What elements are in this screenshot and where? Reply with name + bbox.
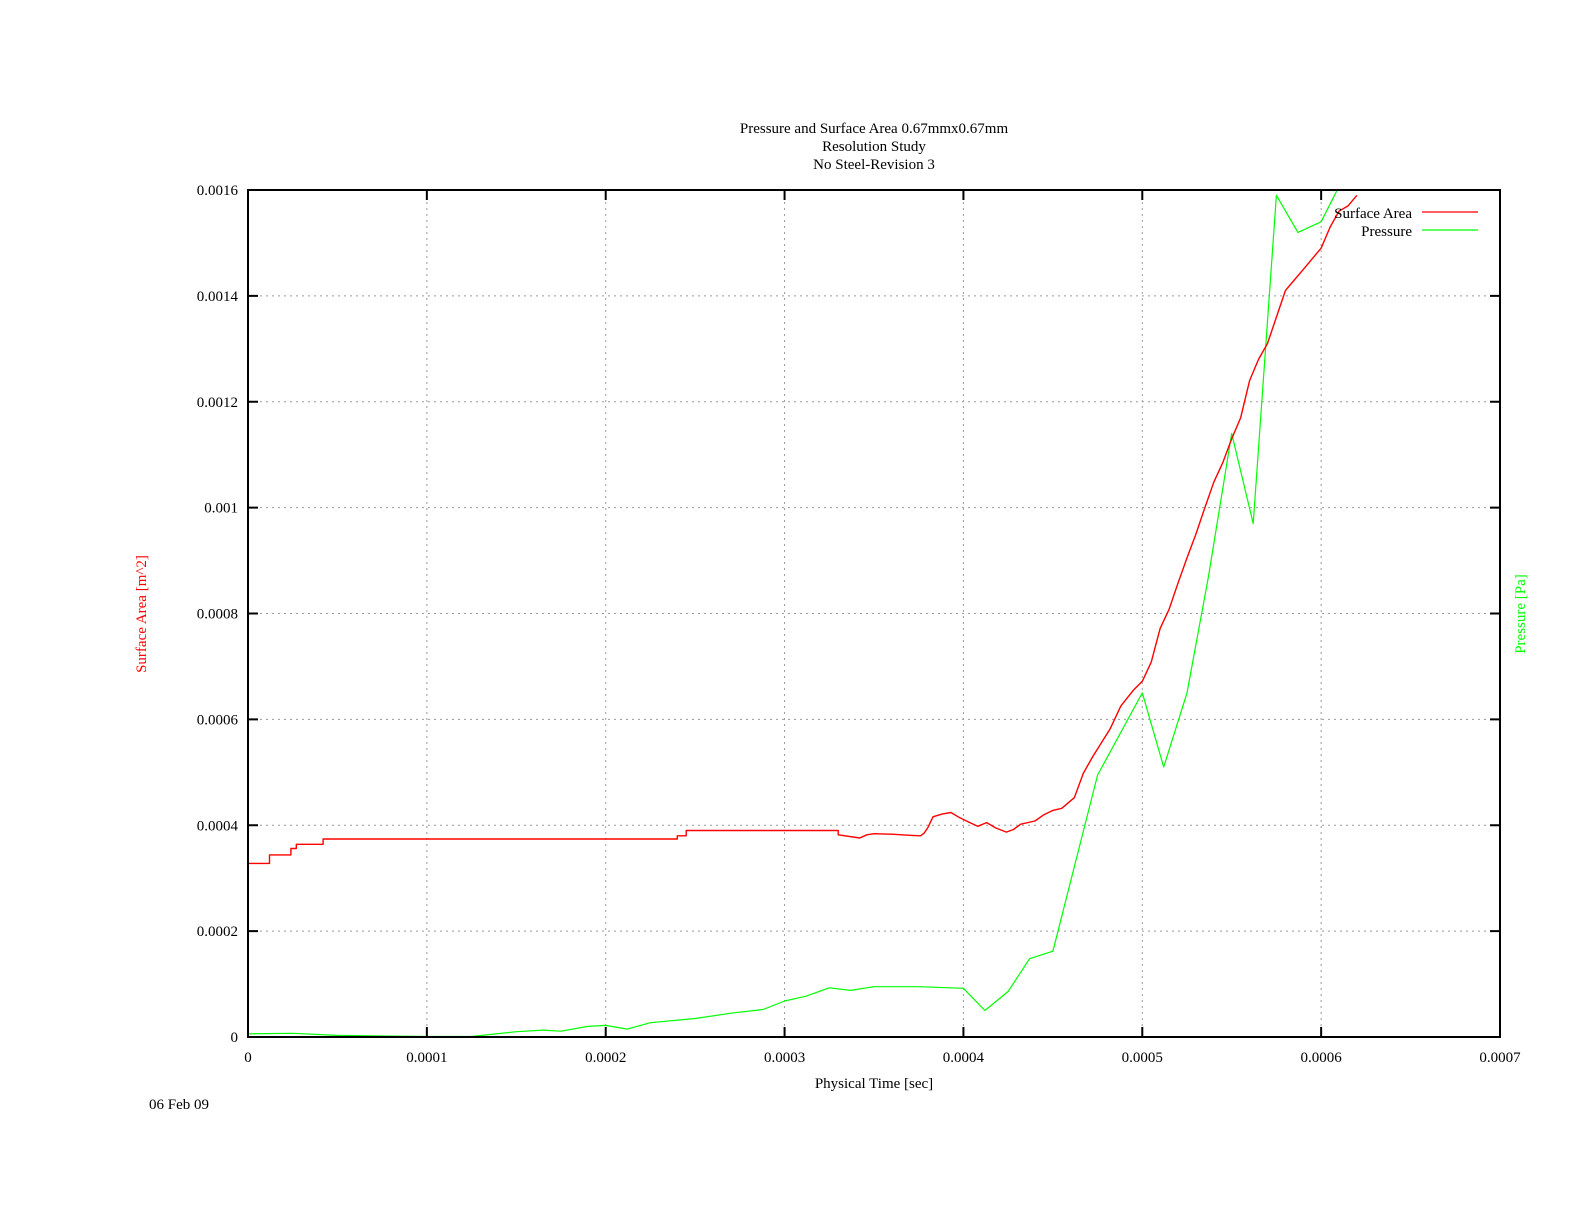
x-tick-label: 0.0002: [585, 1050, 626, 1066]
y-tick-label: 0.0012: [197, 395, 238, 411]
legend: Surface Area Pressure: [1334, 206, 1478, 240]
chart-title-line-3: No Steel-Revision 3: [813, 157, 935, 173]
y-tick-label: 0.0002: [197, 924, 238, 940]
legend-label-pressure: Pressure: [1361, 224, 1412, 240]
y-tick-label: 0.0004: [197, 818, 239, 834]
x-tick-label: 0.0005: [1122, 1050, 1163, 1066]
y-tick-label: 0.0006: [197, 712, 239, 728]
plot-area: [248, 190, 1358, 1037]
series-line-pressure: [248, 190, 1338, 1037]
y-tick-label: 0: [231, 1030, 239, 1046]
grid-lines: [248, 190, 1500, 1037]
legend-label-surface-area: Surface Area: [1334, 206, 1412, 222]
x-tick-label: 0.0006: [1301, 1050, 1343, 1066]
y-tick-label: 0.0016: [197, 183, 239, 199]
x-tick-label: 0.0007: [1479, 1050, 1521, 1066]
x-tick-label: 0.0001: [406, 1050, 447, 1066]
date-stamp: 06 Feb 09: [149, 1097, 209, 1113]
x-axis-label: Physical Time [sec]: [815, 1076, 933, 1092]
y-tick-label: 0.0014: [197, 289, 239, 305]
x-tick-label: 0.0004: [943, 1050, 985, 1066]
series-line-surface-area: [248, 194, 1358, 865]
chart-title-line-2: Resolution Study: [822, 139, 926, 155]
x-tick-label: 0: [244, 1050, 252, 1066]
y-tick-label: 0.001: [204, 501, 238, 517]
chart-title-line-1: Pressure and Surface Area 0.67mmx0.67mm: [740, 121, 1009, 137]
tick-labels: 0 0.0001 0.0002 0.0003 0.0004 0.0005 0.0006 0.0…: [197, 183, 1521, 1066]
x-tick-label: 0.0003: [764, 1050, 805, 1066]
y-tick-label: 0.0008: [197, 607, 238, 623]
y-axis-label: Surface Area [m^2]: [134, 555, 150, 673]
y2-axis-label: Pressure [Pa]: [1513, 574, 1529, 654]
